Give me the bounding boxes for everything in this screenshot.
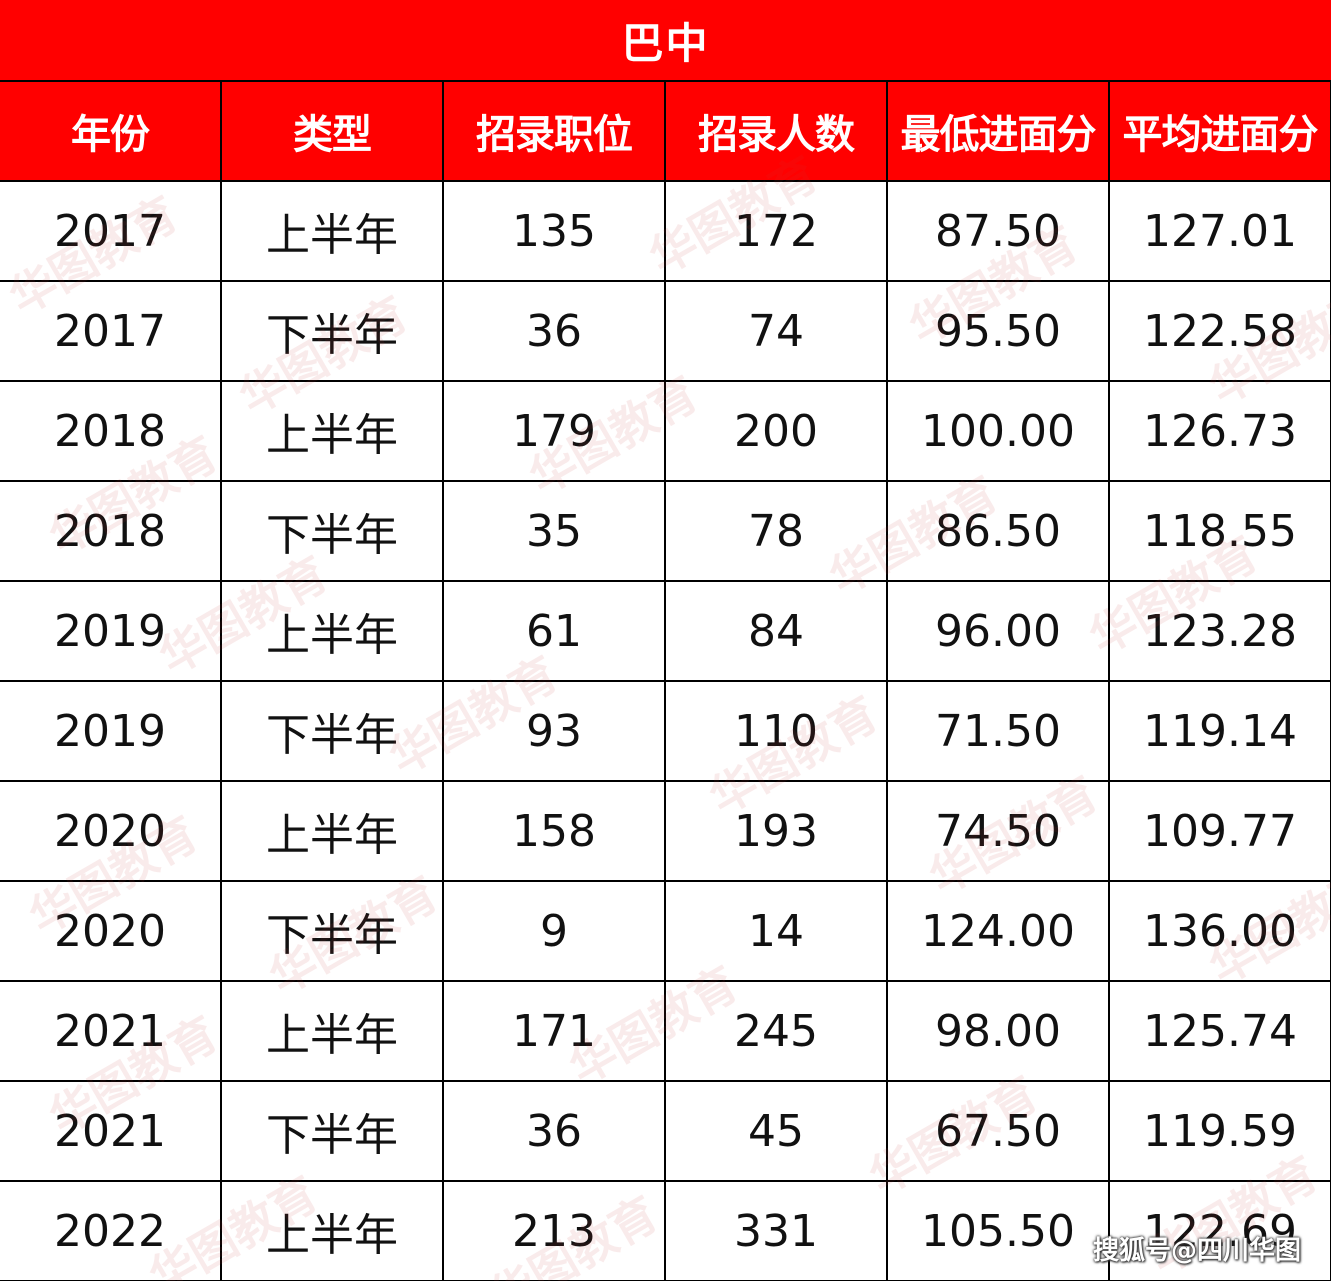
table-row: 2019 下半年 93 110 71.50 119.14 (0, 680, 1331, 782)
table-row: 2020 下半年 9 14 124.00 136.00 (0, 880, 1331, 982)
cell-positions: 61 (442, 580, 666, 682)
cell-min-score: 124.00 (886, 880, 1110, 982)
cell-year: 2022 (0, 1180, 222, 1281)
cell-avg-score: 136.00 (1108, 880, 1331, 982)
cell-positions: 179 (442, 380, 666, 482)
cell-positions: 36 (442, 280, 666, 382)
cell-year: 2018 (0, 480, 222, 582)
header-headcount: 招录人数 (664, 82, 888, 182)
cell-year: 2020 (0, 780, 222, 882)
cell-min-score: 105.50 (886, 1180, 1110, 1281)
cell-avg-score: 122.58 (1108, 280, 1331, 382)
cell-min-score: 100.00 (886, 380, 1110, 482)
cell-type: 下半年 (220, 480, 444, 582)
cell-type: 下半年 (220, 680, 444, 782)
cell-avg-score: 119.14 (1108, 680, 1331, 782)
cell-headcount: 172 (664, 180, 888, 282)
cell-min-score: 86.50 (886, 480, 1110, 582)
cell-positions: 171 (442, 980, 666, 1082)
cell-min-score: 98.00 (886, 980, 1110, 1082)
cell-type: 下半年 (220, 1080, 444, 1182)
cell-avg-score: 109.77 (1108, 780, 1331, 882)
source-label: 搜狐号@四川华图 (1092, 1236, 1301, 1266)
header-avg-score: 平均进面分 (1108, 82, 1331, 182)
cell-year: 2017 (0, 280, 222, 382)
cell-avg-score: 119.59 (1108, 1080, 1331, 1182)
score-table: 年份 类型 招录职位 招录人数 最低进面分 平均进面分 2017 上半年 135 17… (0, 82, 1331, 1281)
cell-avg-score: 123.28 (1108, 580, 1331, 682)
cell-headcount: 14 (664, 880, 888, 982)
table-row: 2019 上半年 61 84 96.00 123.28 (0, 580, 1331, 682)
cell-year: 2017 (0, 180, 222, 282)
header-type: 类型 (220, 82, 444, 182)
table-row: 2017 上半年 135 172 87.50 127.01 (0, 180, 1331, 282)
cell-year: 2020 (0, 880, 222, 982)
table-row: 2021 上半年 171 245 98.00 125.74 (0, 980, 1331, 1082)
cell-min-score: 95.50 (886, 280, 1110, 382)
cell-positions: 213 (442, 1180, 666, 1281)
cell-positions: 135 (442, 180, 666, 282)
cell-avg-score: 126.73 (1108, 380, 1331, 482)
cell-type: 上半年 (220, 1180, 444, 1281)
cell-headcount: 331 (664, 1180, 888, 1281)
title-bar: 巴中 (0, 0, 1331, 82)
cell-positions: 36 (442, 1080, 666, 1182)
cell-type: 下半年 (220, 880, 444, 982)
table-row: 2017 下半年 36 74 95.50 122.58 (0, 280, 1331, 382)
cell-positions: 9 (442, 880, 666, 982)
cell-year: 2019 (0, 580, 222, 682)
cell-year: 2021 (0, 1080, 222, 1182)
cell-headcount: 78 (664, 480, 888, 582)
cell-min-score: 71.50 (886, 680, 1110, 782)
cell-type: 上半年 (220, 780, 444, 882)
cell-year: 2018 (0, 380, 222, 482)
cell-headcount: 200 (664, 380, 888, 482)
table-row: 2018 下半年 35 78 86.50 118.55 (0, 480, 1331, 582)
cell-type: 上半年 (220, 380, 444, 482)
cell-avg-score: 118.55 (1108, 480, 1331, 582)
cell-min-score: 67.50 (886, 1080, 1110, 1182)
cell-positions: 35 (442, 480, 666, 582)
cell-avg-score: 127.01 (1108, 180, 1331, 282)
cell-year: 2019 (0, 680, 222, 782)
table-row: 2022 上半年 213 331 105.50 122.69 (0, 1180, 1331, 1281)
cell-headcount: 84 (664, 580, 888, 682)
table-row: 2021 下半年 36 45 67.50 119.59 (0, 1080, 1331, 1182)
header-year: 年份 (0, 82, 222, 182)
cell-headcount: 193 (664, 780, 888, 882)
cell-headcount: 45 (664, 1080, 888, 1182)
table-title: 巴中 (621, 18, 710, 68)
cell-avg-score: 125.74 (1108, 980, 1331, 1082)
cell-min-score: 96.00 (886, 580, 1110, 682)
header-min-score: 最低进面分 (886, 82, 1110, 182)
table-row: 2018 上半年 179 200 100.00 126.73 (0, 380, 1331, 482)
cell-avg-score: 122.69 (1108, 1180, 1331, 1281)
cell-headcount: 245 (664, 980, 888, 1082)
cell-type: 上半年 (220, 580, 444, 682)
cell-type: 下半年 (220, 280, 444, 382)
cell-positions: 158 (442, 780, 666, 882)
cell-min-score: 87.50 (886, 180, 1110, 282)
cell-type: 上半年 (220, 980, 444, 1082)
table-body: 2017 上半年 135 172 87.50 127.01 2017 下半年 36 74 95.50… (0, 180, 1331, 1281)
cell-headcount: 74 (664, 280, 888, 382)
header-row: 年份 类型 招录职位 招录人数 最低进面分 平均进面分 (0, 82, 1331, 182)
cell-min-score: 74.50 (886, 780, 1110, 882)
cell-year: 2021 (0, 980, 222, 1082)
cell-type: 上半年 (220, 180, 444, 282)
cell-positions: 93 (442, 680, 666, 782)
header-positions: 招录职位 (442, 82, 666, 182)
cell-headcount: 110 (664, 680, 888, 782)
table-row: 2020 上半年 158 193 74.50 109.77 (0, 780, 1331, 882)
